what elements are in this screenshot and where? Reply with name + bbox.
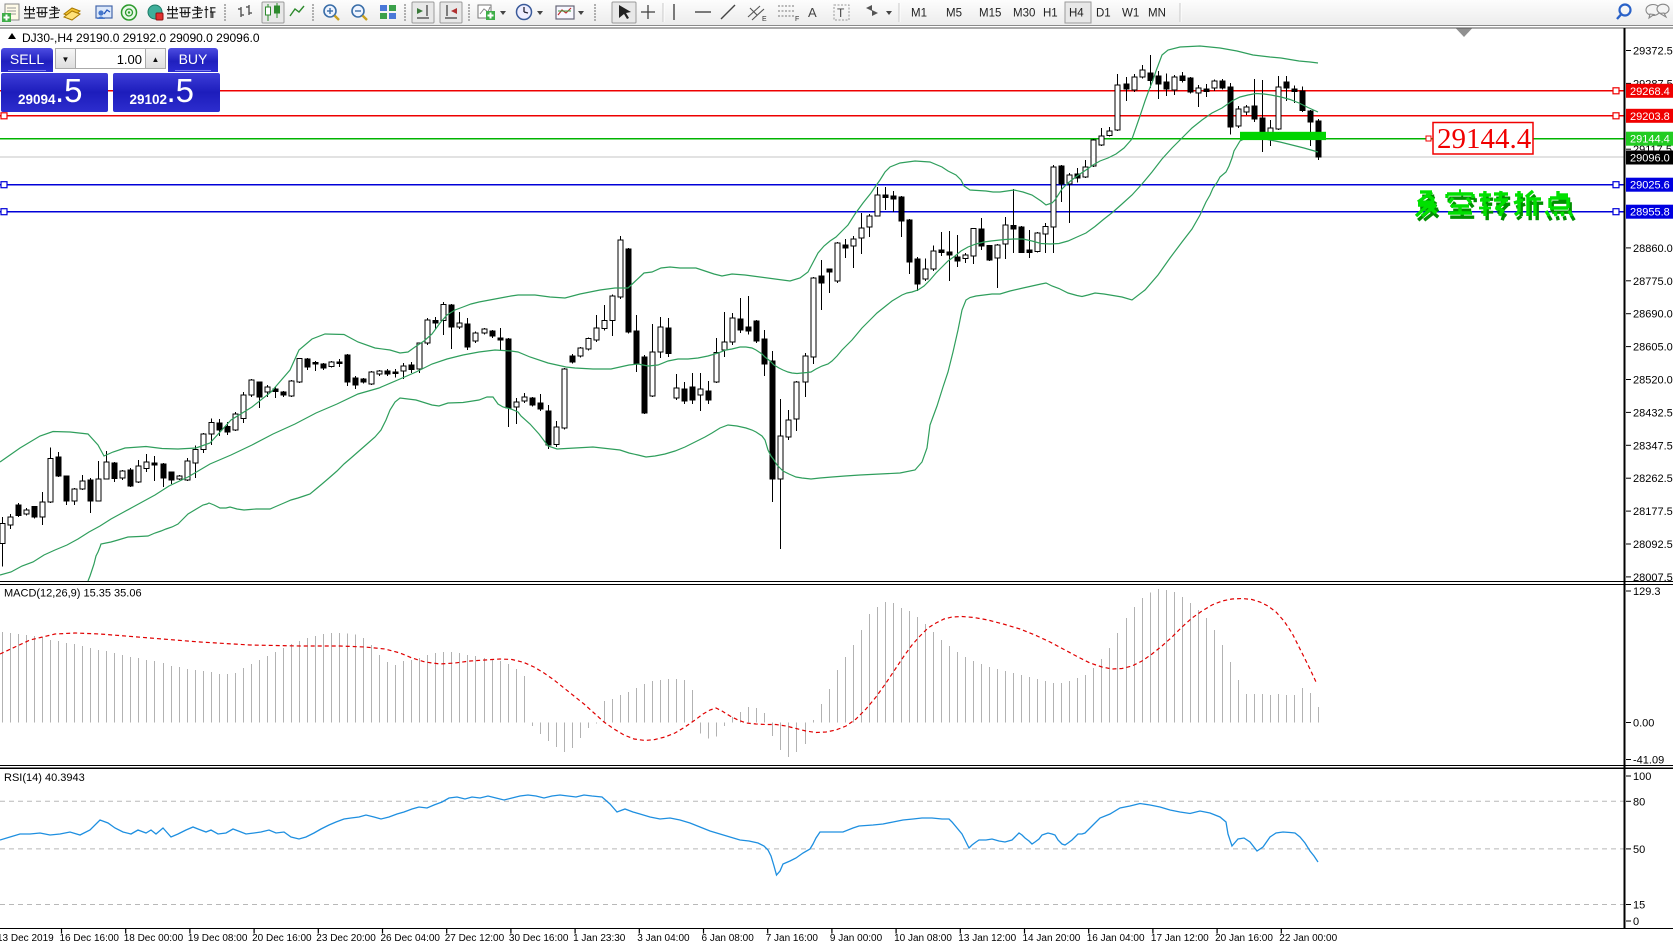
svg-text:M1: M1 xyxy=(911,8,927,20)
svg-text:129.3: 129.3 xyxy=(1633,586,1661,598)
svg-text:28262.5: 28262.5 xyxy=(1633,473,1673,485)
svg-text:29268.4: 29268.4 xyxy=(1630,86,1670,98)
svg-text:19 Dec 08:00: 19 Dec 08:00 xyxy=(188,933,248,944)
svg-text:1 Jan 23:30: 1 Jan 23:30 xyxy=(573,933,626,944)
svg-text:T: T xyxy=(837,6,845,20)
svg-text:M15: M15 xyxy=(979,8,1001,20)
svg-text:7 Jan 16:00: 7 Jan 16:00 xyxy=(766,933,819,944)
svg-text:28605.0: 28605.0 xyxy=(1633,342,1673,354)
svg-text:15: 15 xyxy=(1633,900,1645,912)
svg-text:RSI(14) 40.3943: RSI(14) 40.3943 xyxy=(4,772,85,784)
svg-text:20 Dec 16:00: 20 Dec 16:00 xyxy=(252,933,312,944)
svg-text:29144.4: 29144.4 xyxy=(1437,123,1532,155)
svg-text:29096.0: 29096.0 xyxy=(1630,153,1670,165)
svg-text:13 Jan 12:00: 13 Jan 12:00 xyxy=(958,933,1016,944)
svg-text:16 Jan 04:00: 16 Jan 04:00 xyxy=(1087,933,1145,944)
svg-text:18 Dec 00:00: 18 Dec 00:00 xyxy=(124,933,184,944)
svg-text:A: A xyxy=(808,5,817,20)
svg-text:10 Jan 08:00: 10 Jan 08:00 xyxy=(894,933,952,944)
svg-text:100: 100 xyxy=(1633,771,1651,783)
svg-text:23 Dec 20:00: 23 Dec 20:00 xyxy=(316,933,376,944)
svg-text:29203.8: 29203.8 xyxy=(1630,111,1670,123)
svg-text:M30: M30 xyxy=(1013,8,1035,20)
svg-text:20 Jan 16:00: 20 Jan 16:00 xyxy=(1215,933,1273,944)
svg-text:50: 50 xyxy=(1633,844,1645,856)
svg-text:E: E xyxy=(762,16,767,23)
svg-text:28775.0: 28775.0 xyxy=(1633,276,1673,288)
svg-text:30 Dec 16:00: 30 Dec 16:00 xyxy=(509,933,569,944)
svg-text:H4: H4 xyxy=(1069,8,1084,20)
svg-text:6 Jan 08:00: 6 Jan 08:00 xyxy=(702,933,755,944)
svg-text:MN: MN xyxy=(1148,8,1166,20)
svg-text:28955.8: 28955.8 xyxy=(1630,207,1670,219)
svg-text:0: 0 xyxy=(1633,916,1639,928)
svg-text:28860.0: 28860.0 xyxy=(1633,243,1673,255)
svg-text:28432.5: 28432.5 xyxy=(1633,407,1673,419)
svg-text:29144.4: 29144.4 xyxy=(1630,134,1670,146)
svg-text:DJ30-,H4 29190.0 29192.0 2909: DJ30-,H4 29190.0 29192.0 29090.0 29096.0 xyxy=(22,31,260,45)
svg-text:3 Jan 04:00: 3 Jan 04:00 xyxy=(637,933,690,944)
svg-text:28347.5: 28347.5 xyxy=(1633,440,1673,452)
svg-text:22 Jan 00:00: 22 Jan 00:00 xyxy=(1279,933,1337,944)
svg-text:14 Jan 20:00: 14 Jan 20:00 xyxy=(1023,933,1081,944)
svg-text:28690.0: 28690.0 xyxy=(1633,309,1673,321)
svg-text:M5: M5 xyxy=(946,8,962,20)
svg-text:H1: H1 xyxy=(1043,8,1058,20)
svg-text:28520.0: 28520.0 xyxy=(1633,375,1673,387)
svg-text:MACD(12,26,9) 15.35 35.06: MACD(12,26,9) 15.35 35.06 xyxy=(4,588,142,600)
svg-text:F: F xyxy=(795,16,799,23)
svg-text:29025.6: 29025.6 xyxy=(1630,180,1670,192)
svg-text:D1: D1 xyxy=(1096,8,1111,20)
svg-text:29372.5: 29372.5 xyxy=(1633,46,1673,58)
svg-text:0.00: 0.00 xyxy=(1633,718,1654,730)
svg-text:W1: W1 xyxy=(1122,8,1139,20)
svg-text:28092.5: 28092.5 xyxy=(1633,539,1673,551)
svg-text:13 Dec 2019: 13 Dec 2019 xyxy=(0,933,54,944)
svg-text:-41.09: -41.09 xyxy=(1633,755,1664,767)
svg-text:9 Jan 00:00: 9 Jan 00:00 xyxy=(830,933,883,944)
svg-text:17 Jan 12:00: 17 Jan 12:00 xyxy=(1151,933,1209,944)
svg-text:27 Dec 12:00: 27 Dec 12:00 xyxy=(445,933,505,944)
svg-text:28177.5: 28177.5 xyxy=(1633,506,1673,518)
svg-text:28007.5: 28007.5 xyxy=(1633,572,1673,584)
svg-text:16 Dec 16:00: 16 Dec 16:00 xyxy=(60,933,120,944)
svg-text:26 Dec 04:00: 26 Dec 04:00 xyxy=(381,933,441,944)
svg-text:80: 80 xyxy=(1633,796,1645,808)
